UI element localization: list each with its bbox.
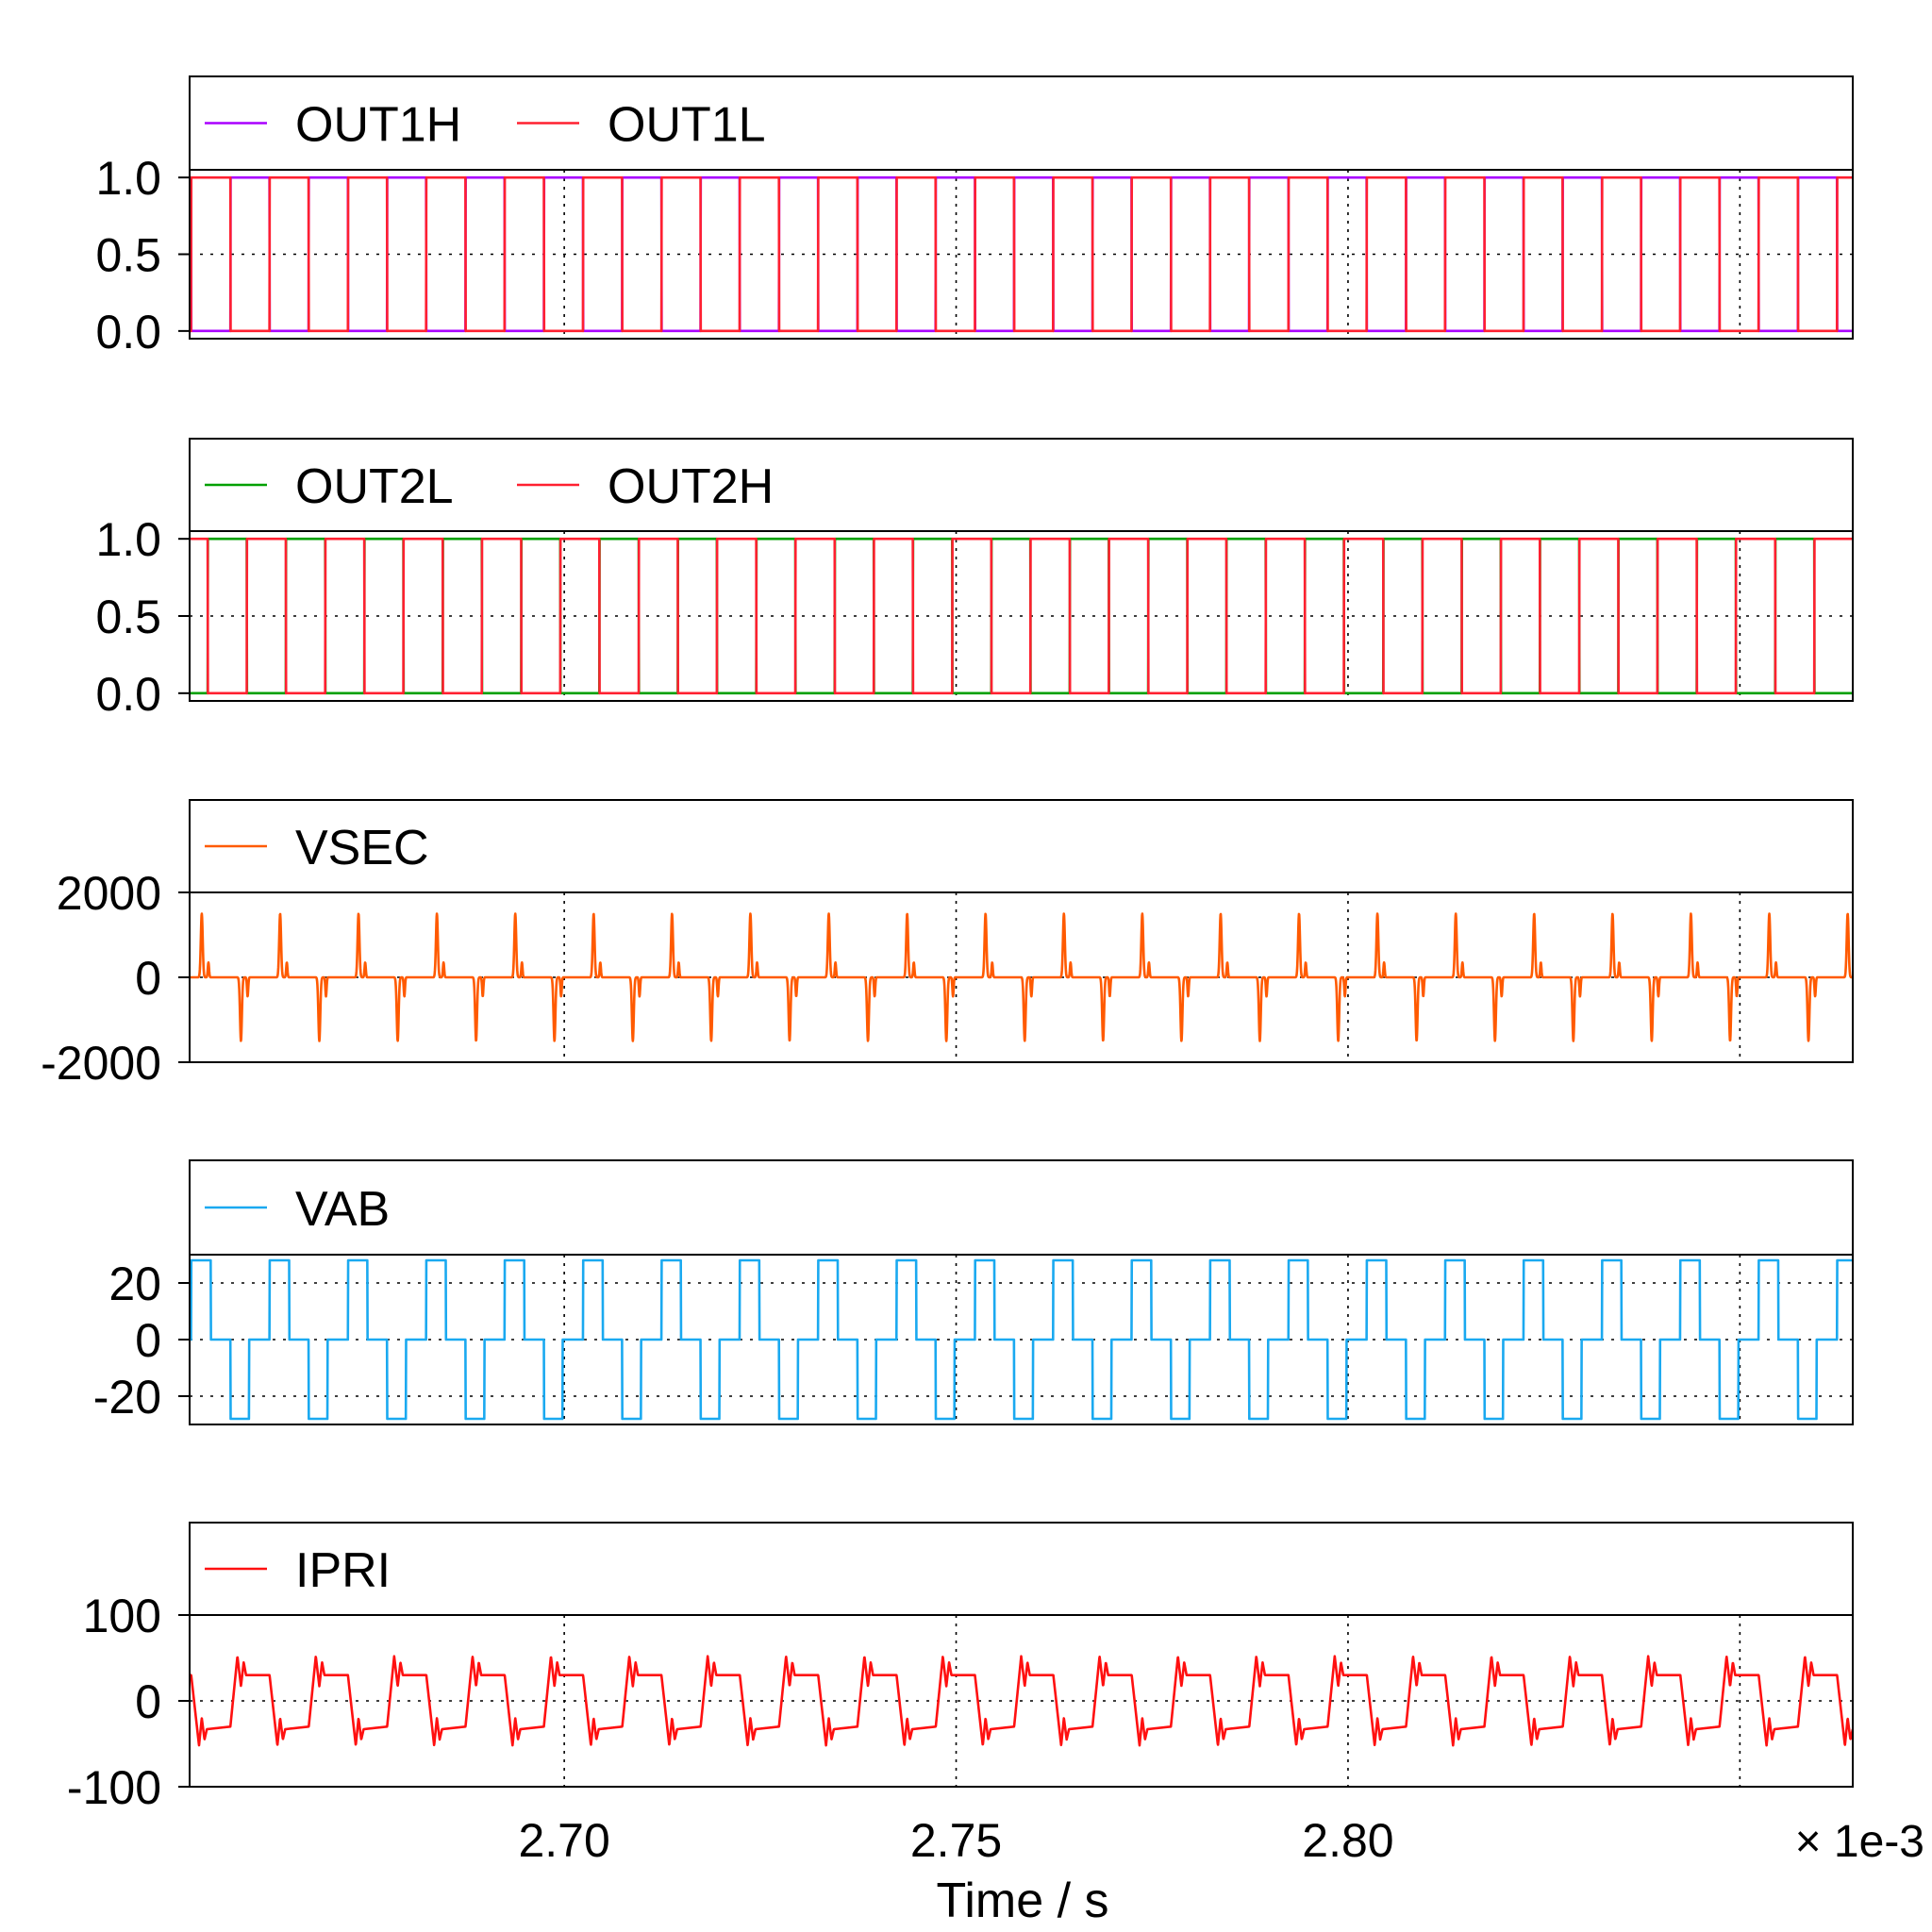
panel-out1h-out1l: 0.0 0.5 1.0 OUT1H OUT1L [95,75,1854,358]
series-line-vab [190,1258,1853,1421]
legend-item-out1h: OUT1H [205,98,461,153]
series-line-out1h [190,175,1853,333]
y-tick-label: 20 [108,1257,161,1310]
legend-label: VAB [295,1182,390,1237]
y-tick-label: 0.0 [95,668,161,721]
legend-label: OUT1L [608,98,766,153]
y-tick-label: -20 [93,1371,161,1424]
y-tick-label: 1.0 [95,152,161,205]
x-tick-label: 2.75 [910,1814,1002,1867]
legend-item-out2l: OUT2L [205,459,454,514]
legend-item-out2h: OUT2H [517,459,774,514]
legend-label: VSEC [295,821,429,875]
legend-label: IPRI [295,1543,391,1598]
series-line-ipri [190,1655,1853,1747]
legend-item-vab: VAB [205,1182,390,1237]
panel-frame [189,438,1854,702]
panel-ipri: -100 0 100 IPRI [67,1522,1854,1814]
panel-out2l-out2h: 0.0 0.5 1.0 OUT2L OUT2H [95,438,1854,721]
panel-frame [189,799,1854,1063]
series-line-vsec [190,912,1853,1042]
y-tick-label: 2000 [57,867,161,920]
series-line-out2l [190,537,1853,695]
legend-label: OUT2L [295,459,454,514]
y-tick-label: 0.5 [95,229,161,282]
y-tick-label: 1.0 [95,513,161,566]
panel-frame [189,1159,1854,1425]
panel-frame [189,1522,1854,1788]
legend-item-ipri: IPRI [205,1543,391,1598]
panel-frame [189,75,1854,340]
y-tick-label: -2000 [41,1037,161,1090]
legend-label: OUT2H [608,459,774,514]
legend-label: OUT1H [295,98,461,153]
x-tick-label: 2.80 [1302,1814,1393,1867]
legend-item-vsec: VSEC [205,821,429,875]
series-line-out1l [190,175,1853,333]
y-tick-label: 0 [135,1314,161,1367]
y-tick-label: 0.5 [95,591,161,643]
y-tick-label: 100 [83,1590,161,1642]
legend-item-out1l: OUT1L [517,98,766,153]
x-tick-label: 2.70 [518,1814,609,1867]
y-tick-label: 0.0 [95,306,161,358]
x-axis-multiplier: × 1e-3 [1795,1817,1924,1867]
y-tick-label: 0 [135,952,161,1005]
y-tick-label: -100 [67,1761,161,1814]
x-axis-title: Time / s [937,1874,1109,1928]
series-line-out2h [190,537,1853,695]
panel-vsec: -2000 0 2000 VSEC [41,799,1854,1090]
y-tick-label: 0 [135,1675,161,1728]
